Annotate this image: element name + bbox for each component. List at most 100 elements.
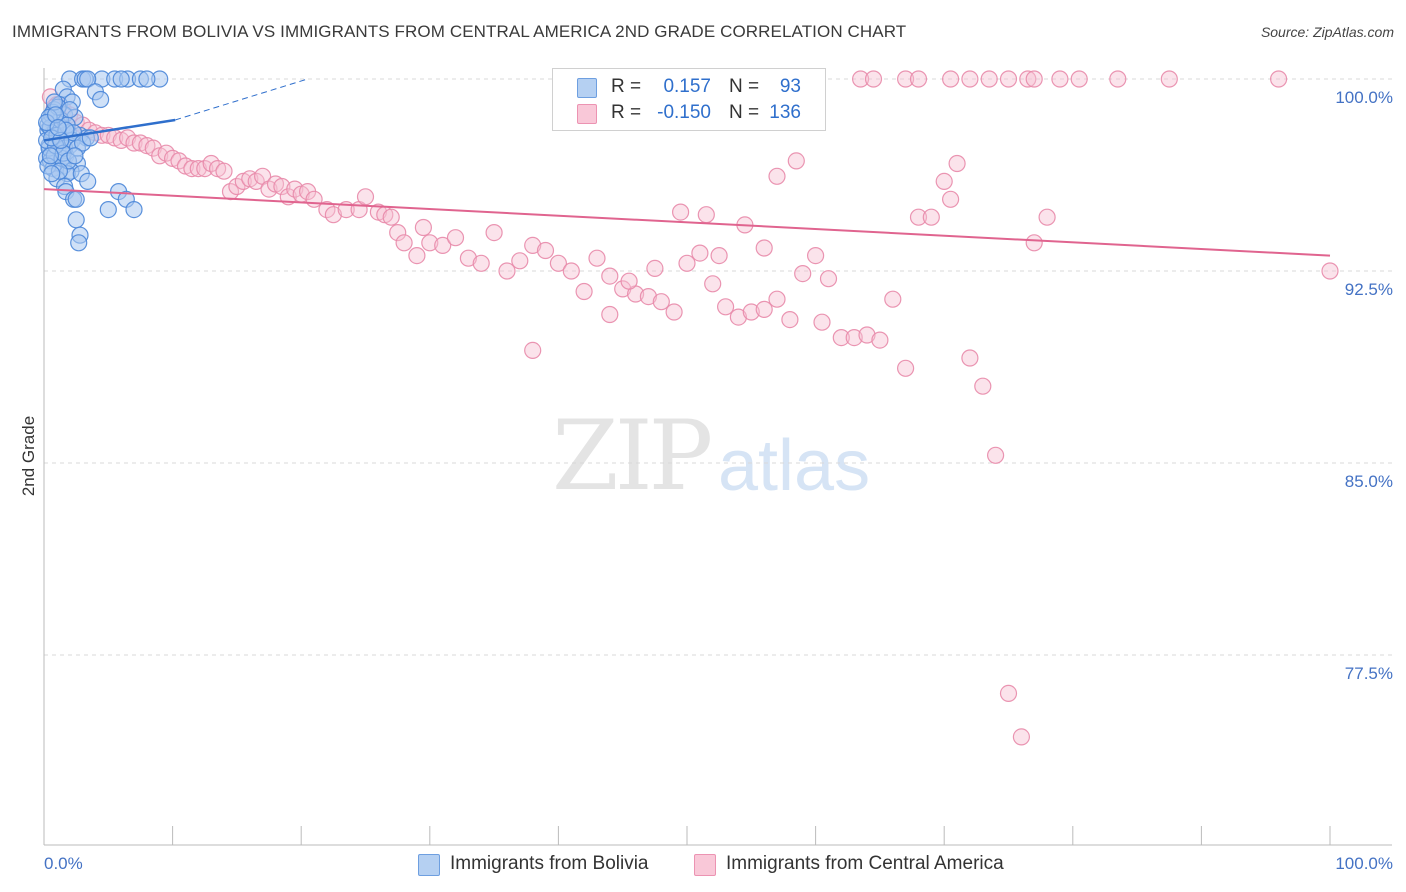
legend-n-label: N = [729,76,760,97]
central-america-point [941,70,960,88]
bolivia-point [43,165,61,183]
x-tick-label-left: 0.0% [44,854,83,873]
legend-swatch-blue [577,78,597,98]
legend-r-value: 0.157 [663,76,711,97]
legend-swatch-pink [577,104,597,124]
bolivia-point [91,90,110,109]
central-america-point [665,303,683,321]
central-america-point [678,254,696,272]
legend-row-bolivia: R = 0.157 N = 93 [553,74,825,100]
central-america-point [671,203,690,221]
central-america-point [961,349,979,367]
central-america-point [324,206,342,224]
central-america-point [588,249,606,267]
central-america-point [832,329,850,347]
central-america-point [575,282,593,301]
bolivia-trend-extension [175,78,308,121]
bolivia-point [125,201,143,219]
watermark-zip: ZIP [552,400,713,512]
y-tick-label: 85.0% [1345,472,1393,491]
central-america-point [742,303,760,321]
central-america-point [1025,234,1043,252]
grid-layer [44,78,1392,656]
central-america-point [884,290,902,308]
chart-title: IMMIGRANTS FROM BOLIVIA VS IMMIGRANTS FR… [12,22,907,41]
central-america-point [697,206,715,224]
central-america-point [1109,70,1127,88]
central-america-trend-line [43,188,1331,257]
y-axis-title: 2nd Grade [19,416,38,496]
bolivia-point [79,172,97,190]
central-america-point [768,290,786,308]
legend-r-label: R = [611,76,642,97]
bolivia-point [70,234,88,252]
central-america-point [485,224,503,242]
bottom-swatch-pink [694,854,716,876]
central-america-point [781,311,799,329]
bolivia-points [37,70,169,252]
central-america-point [909,70,928,88]
central-america-point [813,313,831,331]
central-america-point [1269,70,1288,88]
bottom-legend-label: Immigrants from Central America [726,853,1004,874]
central-america-point [646,259,664,277]
bolivia-point [79,70,97,88]
legend-n-value: 93 [779,76,801,97]
central-america-point [421,234,439,252]
central-america-point [446,229,465,247]
central-america-point [806,247,825,265]
central-america-point [1070,70,1088,88]
bolivia-point [49,118,67,137]
central-america-point [511,252,529,270]
central-america-point [986,446,1005,464]
central-america-point [549,254,568,272]
central-america-point [125,134,143,152]
bolivia-point [41,147,60,165]
bolivia-point [67,190,85,208]
bolivia-point [138,70,156,88]
bottom-swatch-blue [418,854,440,876]
central-america-point [755,300,773,318]
bolivia-point [112,70,130,88]
axis-layer [43,68,1392,846]
correlation-legend: R = 0.157 N = 93 R = -0.150 N = 136 [552,68,826,131]
central-america-point [1025,70,1043,88]
bottom-legend-label: Immigrants from Bolivia [450,853,649,874]
central-america-point [189,160,207,178]
trend-lines [43,78,1331,257]
central-america-point [961,70,979,88]
legend-r-label: R = [611,102,642,123]
bolivia-point [66,147,84,165]
watermark-atlas: atlas [718,426,871,506]
central-america-point [414,218,432,237]
central-america-point [1160,70,1178,88]
legend-n-label: N = [729,102,760,123]
central-america-point [768,167,786,185]
central-america-point [896,359,915,377]
central-america-point [845,329,863,347]
central-america-point [395,234,413,252]
central-america-point [896,70,915,88]
central-america-point [935,172,953,190]
central-america-point [716,298,735,316]
central-america-point [215,162,233,180]
central-america-point [1051,70,1069,88]
source-label: Source: ZipAtlas.com [1260,24,1394,40]
y-tick-label: 92.5% [1345,280,1393,299]
central-america-point [459,249,477,267]
central-america-point [729,308,748,326]
central-america-point [1321,262,1339,280]
central-america-point [639,288,658,306]
central-america-point [909,208,928,226]
central-america-point [710,247,728,265]
central-america-point [601,305,619,324]
central-america-point [704,275,722,293]
central-america-point [408,247,426,265]
central-america-point [980,70,998,88]
central-america-point [389,224,407,242]
central-america-point [536,241,555,260]
central-america-point [1012,728,1031,746]
central-america-points [41,70,1339,746]
legend-row-central-america: R = -0.150 N = 136 [553,100,825,126]
